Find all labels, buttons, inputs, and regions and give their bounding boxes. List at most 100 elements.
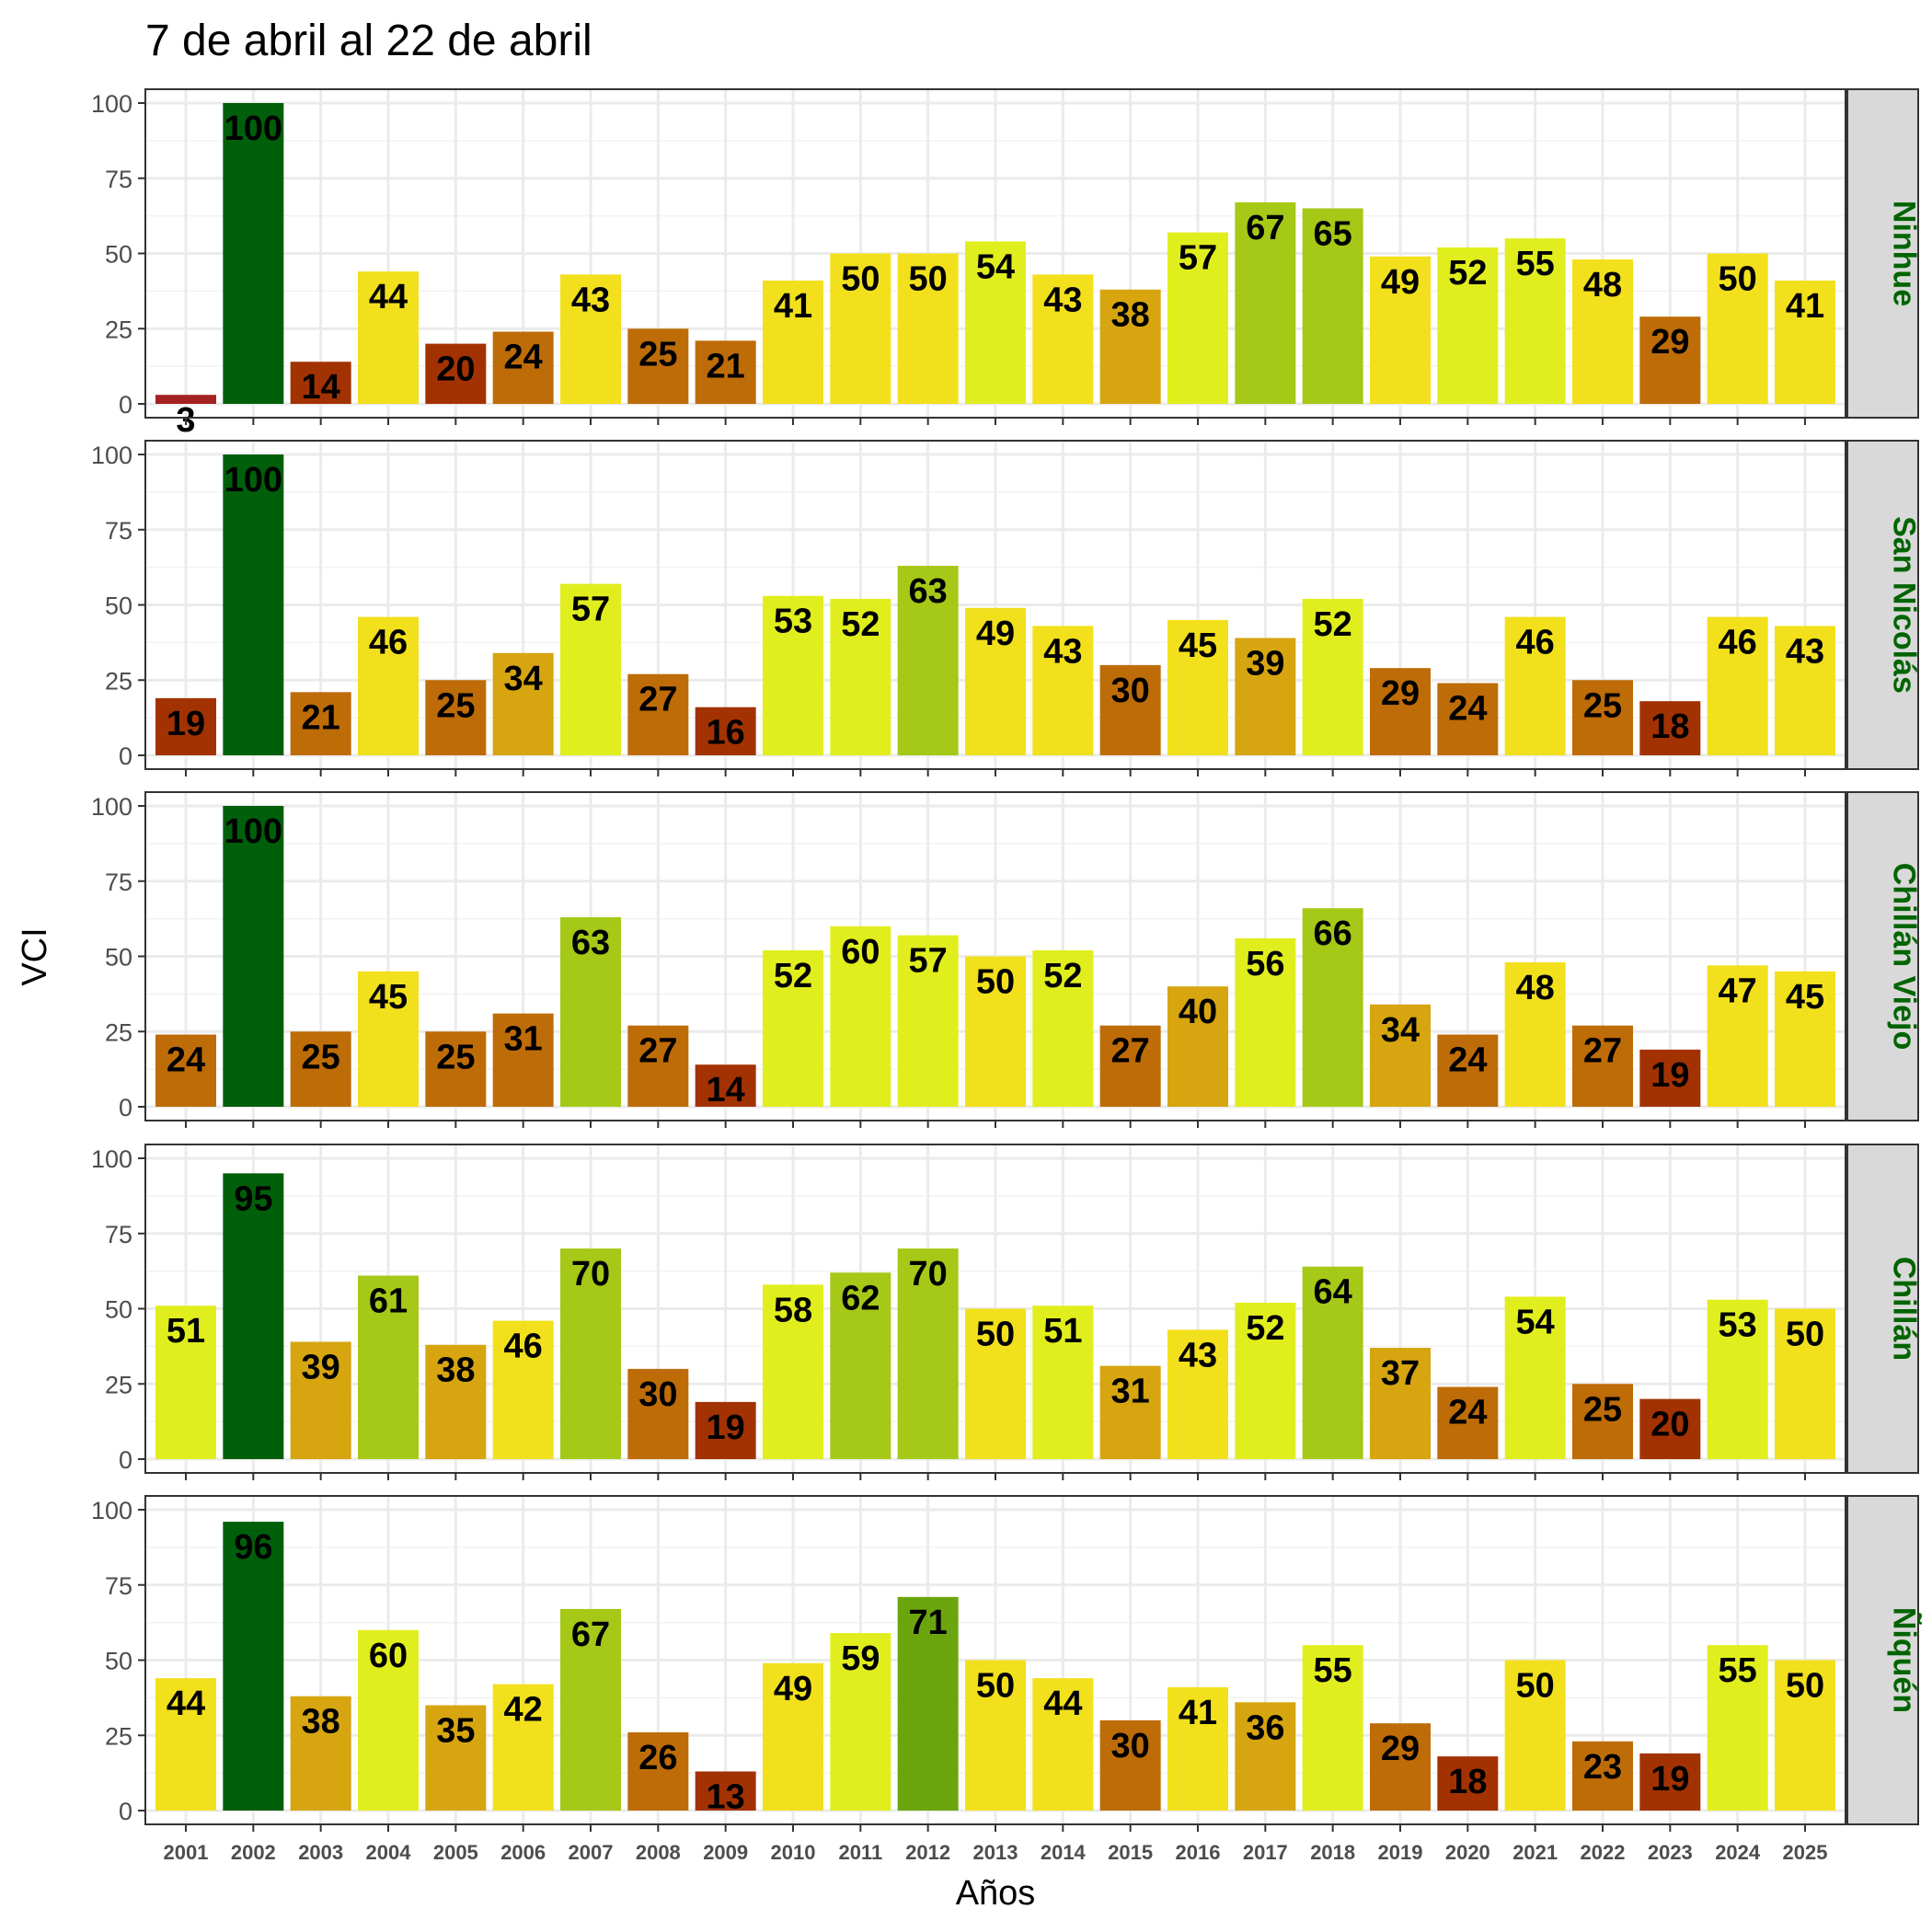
bar-value-label: 47: [1719, 972, 1757, 1010]
bar: [155, 395, 216, 404]
bar: [1099, 664, 1161, 755]
bar-value-label: 50: [976, 1667, 1015, 1706]
bar: [695, 1771, 756, 1811]
bar-value-label: 24: [1448, 690, 1487, 729]
bar: [223, 1173, 284, 1459]
x-tick-label: 2018: [1310, 1841, 1355, 1864]
bar: [223, 103, 284, 404]
bar: [897, 253, 959, 404]
bar-value-label: 49: [976, 615, 1015, 653]
bar-value-label: 27: [638, 1032, 677, 1071]
bar: [1572, 259, 1633, 404]
facet-strip-label: Ñiquén: [1887, 1607, 1922, 1713]
bar: [763, 949, 823, 1107]
bar-value-label: 49: [1381, 263, 1420, 302]
bar-value-label: 20: [436, 351, 475, 389]
x-tick-label: 2009: [703, 1841, 748, 1864]
bar: [1639, 1049, 1701, 1107]
bar-value-label: 53: [774, 603, 812, 641]
bar-value-label: 50: [976, 1316, 1015, 1354]
bar: [1302, 598, 1363, 755]
bar-value-label: 57: [1179, 239, 1217, 278]
y-tick-label: 50: [105, 1648, 132, 1675]
bar: [1707, 1645, 1768, 1811]
bar: [1370, 256, 1431, 404]
bar-value-label: 25: [436, 686, 475, 725]
bar: [695, 340, 756, 404]
y-tick-label: 25: [105, 1018, 132, 1046]
bar-value-label: 50: [909, 260, 948, 299]
bar-value-label: 30: [1111, 672, 1150, 710]
bar-value-label: 46: [369, 624, 408, 662]
y-tick-label: 25: [105, 667, 132, 695]
bar: [1707, 1299, 1768, 1459]
bar-value-label: 67: [571, 1616, 610, 1654]
bar: [1504, 1660, 1566, 1811]
y-tick-label: 100: [91, 1497, 132, 1524]
bar: [425, 1705, 487, 1811]
bar-value-label: 100: [224, 812, 282, 851]
y-tick-label: 0: [119, 1446, 132, 1474]
bar-value-label: 52: [774, 957, 812, 995]
bar-value-label: 19: [707, 1409, 745, 1447]
bar: [155, 1305, 216, 1459]
x-tick-label: 2004: [366, 1841, 412, 1864]
bar: [897, 1596, 959, 1811]
bar: [897, 935, 959, 1107]
bar: [627, 673, 689, 755]
bar-value-label: 30: [638, 1375, 677, 1414]
x-tick-label: 2024: [1715, 1841, 1761, 1864]
bar-value-label: 43: [571, 281, 610, 319]
y-tick-label: 75: [105, 1221, 132, 1248]
bar-value-label: 21: [302, 698, 340, 737]
bar-value-label: 34: [504, 660, 543, 698]
y-tick-label: 100: [91, 90, 132, 118]
bar-value-label: 42: [504, 1691, 543, 1730]
bar: [1370, 668, 1431, 755]
x-tick-label: 2005: [433, 1841, 478, 1864]
x-tick-label: 2010: [771, 1841, 816, 1864]
bar: [627, 1731, 689, 1811]
bar-value-label: 52: [1448, 254, 1487, 293]
bar-value-label: 25: [1583, 1390, 1622, 1429]
x-tick-label: 2011: [838, 1841, 882, 1864]
bar: [1437, 1756, 1499, 1811]
bar: [358, 1629, 419, 1811]
bar: [830, 598, 891, 755]
x-tick-label: 2015: [1108, 1841, 1153, 1864]
bar: [1099, 1719, 1161, 1811]
bar: [290, 1341, 351, 1459]
y-tick-label: 100: [91, 793, 132, 821]
x-tick-label: 2002: [231, 1841, 276, 1864]
bar: [1504, 238, 1566, 404]
bar: [1639, 701, 1701, 755]
y-tick-label: 0: [119, 1094, 132, 1121]
bar-value-label: 57: [571, 591, 610, 629]
bar-value-label: 29: [1381, 674, 1420, 713]
bar-value-label: 45: [1179, 627, 1217, 665]
bar-value-label: 52: [1246, 1309, 1284, 1348]
bar-value-label: 65: [1314, 214, 1352, 253]
bar: [695, 707, 756, 755]
y-tick-label: 75: [105, 1572, 132, 1600]
x-tick-label: 2012: [905, 1841, 950, 1864]
bar: [425, 1031, 487, 1107]
y-tick-label: 0: [119, 1798, 132, 1825]
bar-value-label: 51: [167, 1312, 205, 1351]
bar-value-label: 62: [841, 1279, 880, 1317]
bar: [1437, 1386, 1499, 1459]
bar: [627, 1025, 689, 1107]
x-tick-label: 2007: [569, 1841, 614, 1864]
bar: [1032, 274, 1094, 404]
bar-value-label: 46: [1719, 624, 1757, 662]
bar-value-label: 38: [436, 1351, 475, 1390]
bar-value-label: 34: [1381, 1011, 1420, 1050]
bar: [560, 1608, 621, 1811]
bar: [965, 241, 1026, 404]
bar-value-label: 23: [1583, 1748, 1622, 1787]
x-tick-label: 2022: [1581, 1841, 1626, 1864]
bar: [897, 1248, 959, 1459]
bar: [763, 1284, 823, 1459]
facet-strip: [1846, 88, 1919, 419]
